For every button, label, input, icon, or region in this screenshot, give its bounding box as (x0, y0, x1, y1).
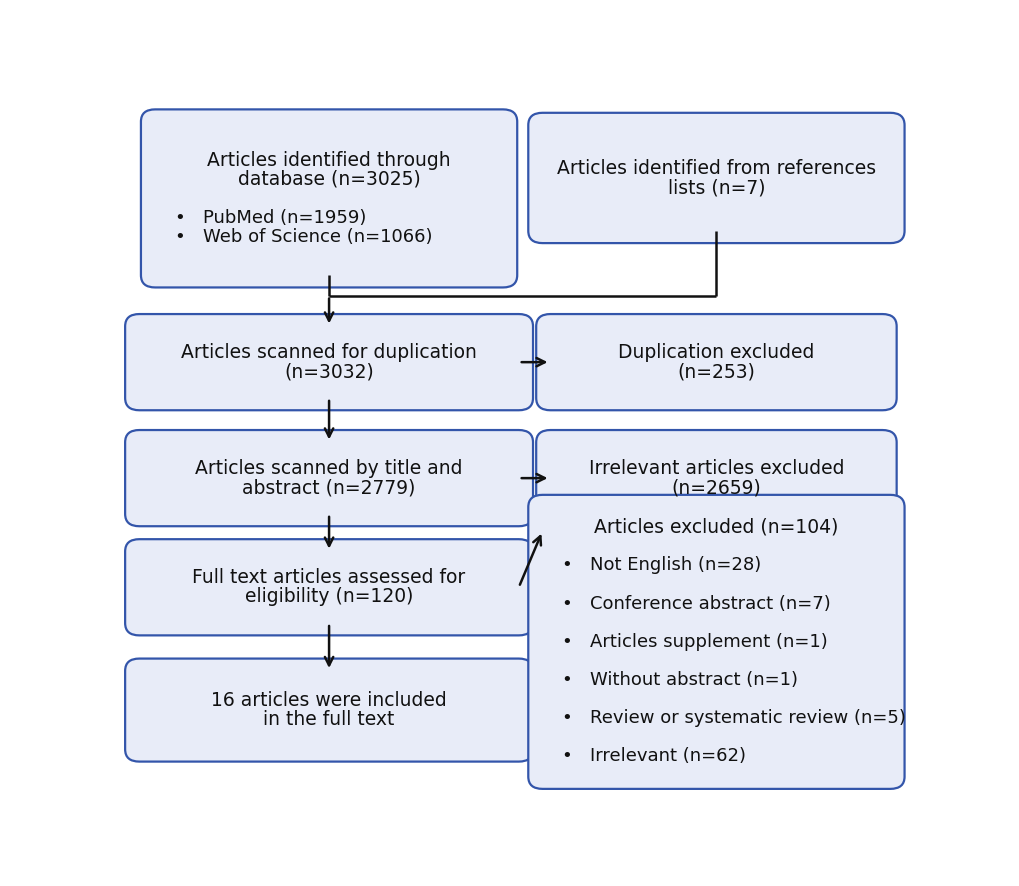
Text: in the full text: in the full text (263, 711, 394, 729)
FancyBboxPatch shape (141, 109, 517, 287)
Text: Articles identified through: Articles identified through (207, 151, 450, 170)
Text: Articles identified from references: Articles identified from references (556, 159, 875, 178)
FancyBboxPatch shape (536, 314, 896, 410)
Text: eligibility (n=120): eligibility (n=120) (245, 587, 413, 606)
FancyBboxPatch shape (125, 314, 533, 410)
Text: (n=253): (n=253) (677, 362, 755, 381)
Text: •   Articles supplement (n=1): • Articles supplement (n=1) (561, 633, 827, 651)
Text: (n=2659): (n=2659) (671, 478, 760, 497)
Text: Irrelevant articles excluded: Irrelevant articles excluded (588, 459, 844, 478)
Text: •   Irrelevant (n=62): • Irrelevant (n=62) (561, 748, 746, 766)
Text: •   Review or systematic review (n=5): • Review or systematic review (n=5) (561, 710, 905, 727)
FancyBboxPatch shape (125, 658, 533, 762)
Text: •   Conference abstract (n=7): • Conference abstract (n=7) (561, 595, 830, 612)
Text: •   Web of Science (n=1066): • Web of Science (n=1066) (175, 228, 432, 245)
FancyBboxPatch shape (125, 430, 533, 526)
Text: abstract (n=2779): abstract (n=2779) (243, 478, 416, 497)
Text: •   Without abstract (n=1): • Without abstract (n=1) (561, 671, 798, 689)
Text: lists (n=7): lists (n=7) (667, 178, 764, 197)
FancyBboxPatch shape (125, 540, 533, 635)
Text: Articles scanned by title and: Articles scanned by title and (195, 459, 463, 478)
FancyBboxPatch shape (536, 430, 896, 526)
Text: database (n=3025): database (n=3025) (237, 170, 420, 189)
Text: Articles scanned for duplication: Articles scanned for duplication (181, 343, 477, 362)
Text: Articles excluded (n=104): Articles excluded (n=104) (594, 517, 838, 537)
Text: Full text articles assessed for: Full text articles assessed for (193, 568, 466, 587)
Text: (n=3032): (n=3032) (284, 362, 374, 381)
Text: •   PubMed (n=1959): • PubMed (n=1959) (175, 208, 366, 227)
Text: 16 articles were included: 16 articles were included (211, 691, 446, 710)
Text: Duplication excluded: Duplication excluded (618, 343, 814, 362)
FancyBboxPatch shape (528, 495, 904, 789)
Text: •   Not English (n=28): • Not English (n=28) (561, 556, 761, 574)
FancyBboxPatch shape (528, 113, 904, 243)
